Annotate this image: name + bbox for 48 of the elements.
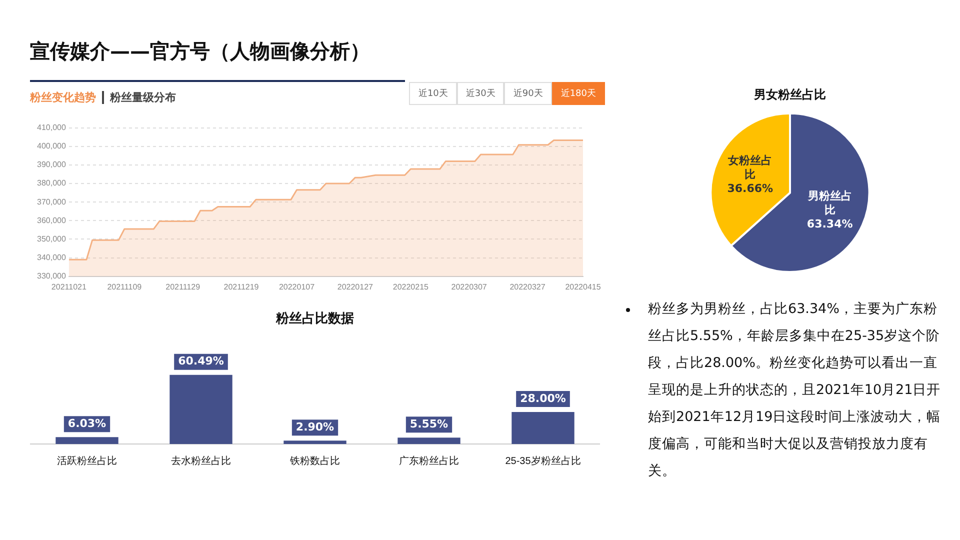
y-tick-label: 410,000 <box>36 123 66 132</box>
x-tick-label: 20220107 <box>278 282 316 292</box>
y-tick-label: 370,000 <box>36 197 66 206</box>
text: 粉丝变化趋势 <box>30 91 97 104</box>
data-label: 6.03% <box>68 416 106 430</box>
y-tick-label: 390,000 <box>36 160 66 170</box>
x-tick-label: 20211129 <box>166 282 201 292</box>
bar <box>56 437 118 444</box>
x-tick-label: 20211021 <box>51 282 87 292</box>
y-tick-label: 380,000 <box>36 178 66 188</box>
bar <box>398 438 460 444</box>
text: 粉丝多为男粉丝，占比63.34%，主要为广东粉丝占比5.55%，年龄层多集中在25-35岁这个阶段，占比28.00%。粉丝变化趋势可以看出一直呈现的是上升的状态的，且2021年10月21日开始到2021年12月19日这段时间上涨波动大，幅度偏高，可能和当时大促以及营销投放力度有关。 <box>647 300 942 481</box>
x-tick-label: 20220327 <box>510 282 546 292</box>
x-tick-label: 广东粉丝占比 <box>399 454 459 467</box>
y-tick-label: 350,000 <box>36 234 66 244</box>
text: 近10天 <box>409 82 457 105</box>
slice-label: 男粉丝占比 <box>806 189 852 216</box>
x-tick-label: 20220127 <box>337 282 374 292</box>
data-label: 28.00% <box>520 392 566 405</box>
slice-label: 女粉丝占比 <box>727 154 772 181</box>
text: 近180天 <box>552 82 605 105</box>
data-label: 36.66% <box>727 182 774 195</box>
chart-title: 男女粉丝占比 <box>753 88 826 102</box>
bar <box>284 440 346 444</box>
x-tick-label: 去水粉丝占比 <box>171 454 231 467</box>
x-tick-label: 25-35岁粉丝占比 <box>505 454 581 467</box>
x-tick-label: 20220415 <box>565 282 602 292</box>
data-label: 5.55% <box>410 418 448 431</box>
x-tick-label: 铁粉数占比 <box>289 454 340 467</box>
bar <box>512 412 574 444</box>
y-tick-label: 400,000 <box>36 142 66 151</box>
text: 近30天 <box>456 82 504 105</box>
x-tick-label: 20211109 <box>107 282 142 292</box>
text: 粉丝量级分布 <box>102 91 182 104</box>
bar <box>170 374 232 444</box>
y-tick-label: 360,000 <box>36 216 66 225</box>
text: 近90天 <box>504 82 552 105</box>
y-tick-label: 340,000 <box>36 253 66 262</box>
text: 宣传媒介——官方号（人物画像分析） <box>30 38 371 65</box>
data-label: 2.90% <box>296 420 334 434</box>
chart-title: 粉丝占比数据 <box>275 310 354 326</box>
x-tick-label: 20211219 <box>224 282 260 292</box>
x-tick-label: 活跃粉丝占比 <box>57 454 117 467</box>
data-label: 63.34% <box>806 217 853 230</box>
data-label: 60.49% <box>178 354 224 368</box>
x-tick-label: 20220215 <box>392 282 430 292</box>
y-tick-label: 330,000 <box>36 272 66 281</box>
x-tick-label: 20220307 <box>451 282 488 292</box>
